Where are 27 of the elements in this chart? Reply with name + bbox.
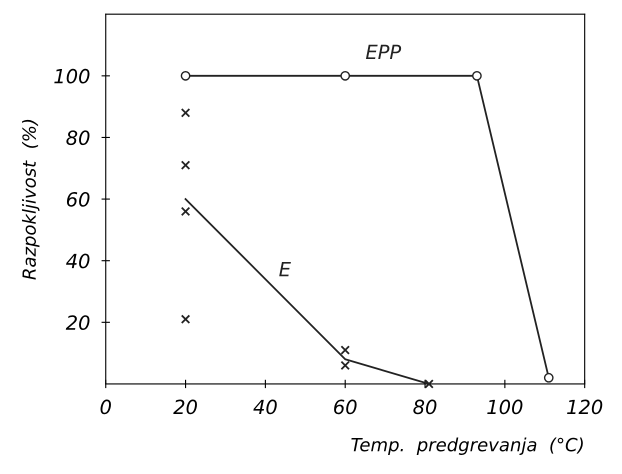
point: [424, 379, 434, 389]
y-tick-label: 20: [66, 315, 90, 330]
point: [180, 160, 190, 170]
x-tick-label: 40: [253, 400, 277, 414]
point: [340, 345, 350, 355]
x-tick-label: 80: [413, 400, 436, 414]
point: [340, 70, 350, 81]
y-tick-label: 60: [66, 192, 90, 207]
x-tick-label: 100: [487, 400, 522, 414]
y-tick-label: 40: [66, 254, 90, 268]
point: [340, 360, 350, 370]
point: [544, 372, 554, 383]
x-axis-title: Temp. predgrevanja (°C): [351, 437, 583, 455]
y-tick-label: 80: [66, 130, 90, 146]
series-label: E: [279, 262, 291, 276]
point: [180, 314, 190, 324]
x-tick-label: 60: [334, 400, 357, 414]
y-tick-label: 100: [54, 68, 90, 84]
x-tick-label: 20: [173, 400, 197, 414]
y-axis-title: Razpokljivost (%): [22, 120, 40, 280]
series-label: EPP: [366, 44, 402, 59]
x-tick-label: 120: [567, 400, 602, 414]
point: [180, 70, 190, 81]
point: [180, 206, 190, 216]
point: [180, 108, 190, 118]
x-tick-label: 0: [100, 400, 111, 414]
point: [472, 70, 482, 81]
